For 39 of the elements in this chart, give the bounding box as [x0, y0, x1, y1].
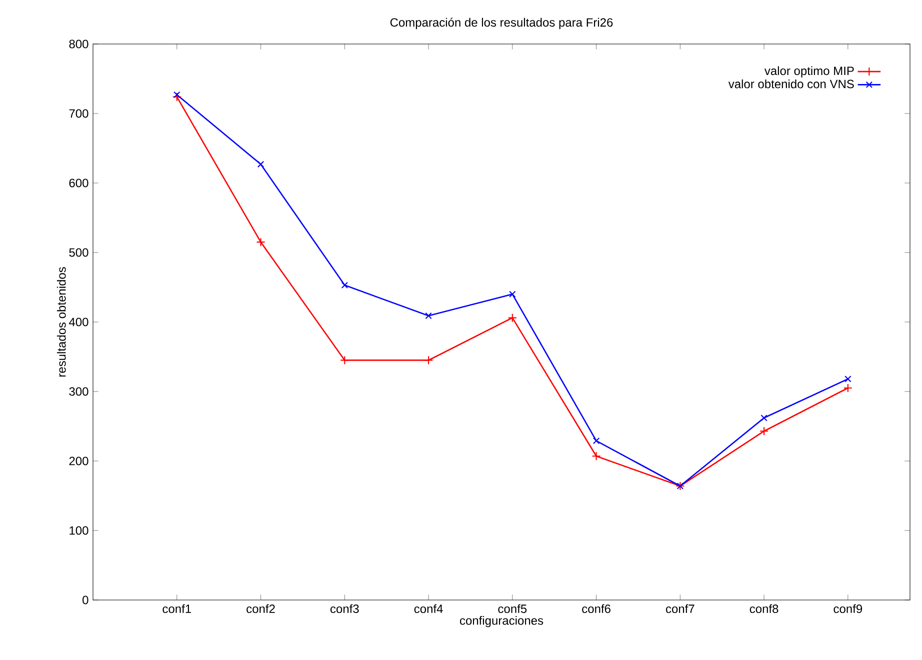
y-tick-label: 500	[69, 248, 88, 257]
y-tick-label: 800	[69, 40, 88, 48]
point	[760, 414, 768, 422]
point	[592, 437, 600, 444]
y-tick-label: 700	[69, 109, 88, 118]
x-tick-label: conf6	[582, 604, 610, 614]
point	[424, 356, 434, 365]
x-tick-label: conf5	[498, 604, 527, 614]
x-tick-label: conf7	[666, 604, 694, 614]
point	[760, 426, 769, 436]
x-tick-label: conf8	[750, 604, 778, 614]
x-tick-label: conf2	[246, 604, 275, 614]
point	[340, 356, 350, 365]
point	[257, 160, 264, 168]
y-tick-label: 300	[69, 387, 88, 396]
point	[174, 91, 180, 98]
point	[425, 312, 432, 320]
y-tick-label: 600	[69, 178, 88, 188]
x-tick-label: conf1	[162, 604, 191, 614]
chart-title: Comparación de los resultados para Fri26	[390, 18, 613, 30]
legend-label: valor obtenido con VNS	[728, 79, 854, 88]
x-tick-label: conf3	[330, 604, 359, 614]
point	[592, 452, 601, 461]
y-tick-label: 0	[82, 596, 88, 604]
x-tick-label: conf4	[414, 604, 443, 614]
point	[844, 376, 852, 382]
y-axis-title: resultados obtenidos	[56, 267, 66, 377]
point	[508, 313, 517, 322]
point	[843, 383, 852, 393]
x-axis-title: configuraciones	[460, 616, 544, 628]
legend-label: valor optimo MIP	[764, 66, 854, 78]
y-tick-label: 200	[69, 456, 88, 466]
point	[172, 92, 182, 102]
x-tick-label: conf9	[834, 604, 862, 614]
y-tick-label: 400	[68, 318, 88, 326]
point	[509, 290, 516, 298]
y-tick-label: 100	[70, 526, 88, 535]
point	[256, 238, 266, 247]
point	[341, 282, 348, 289]
